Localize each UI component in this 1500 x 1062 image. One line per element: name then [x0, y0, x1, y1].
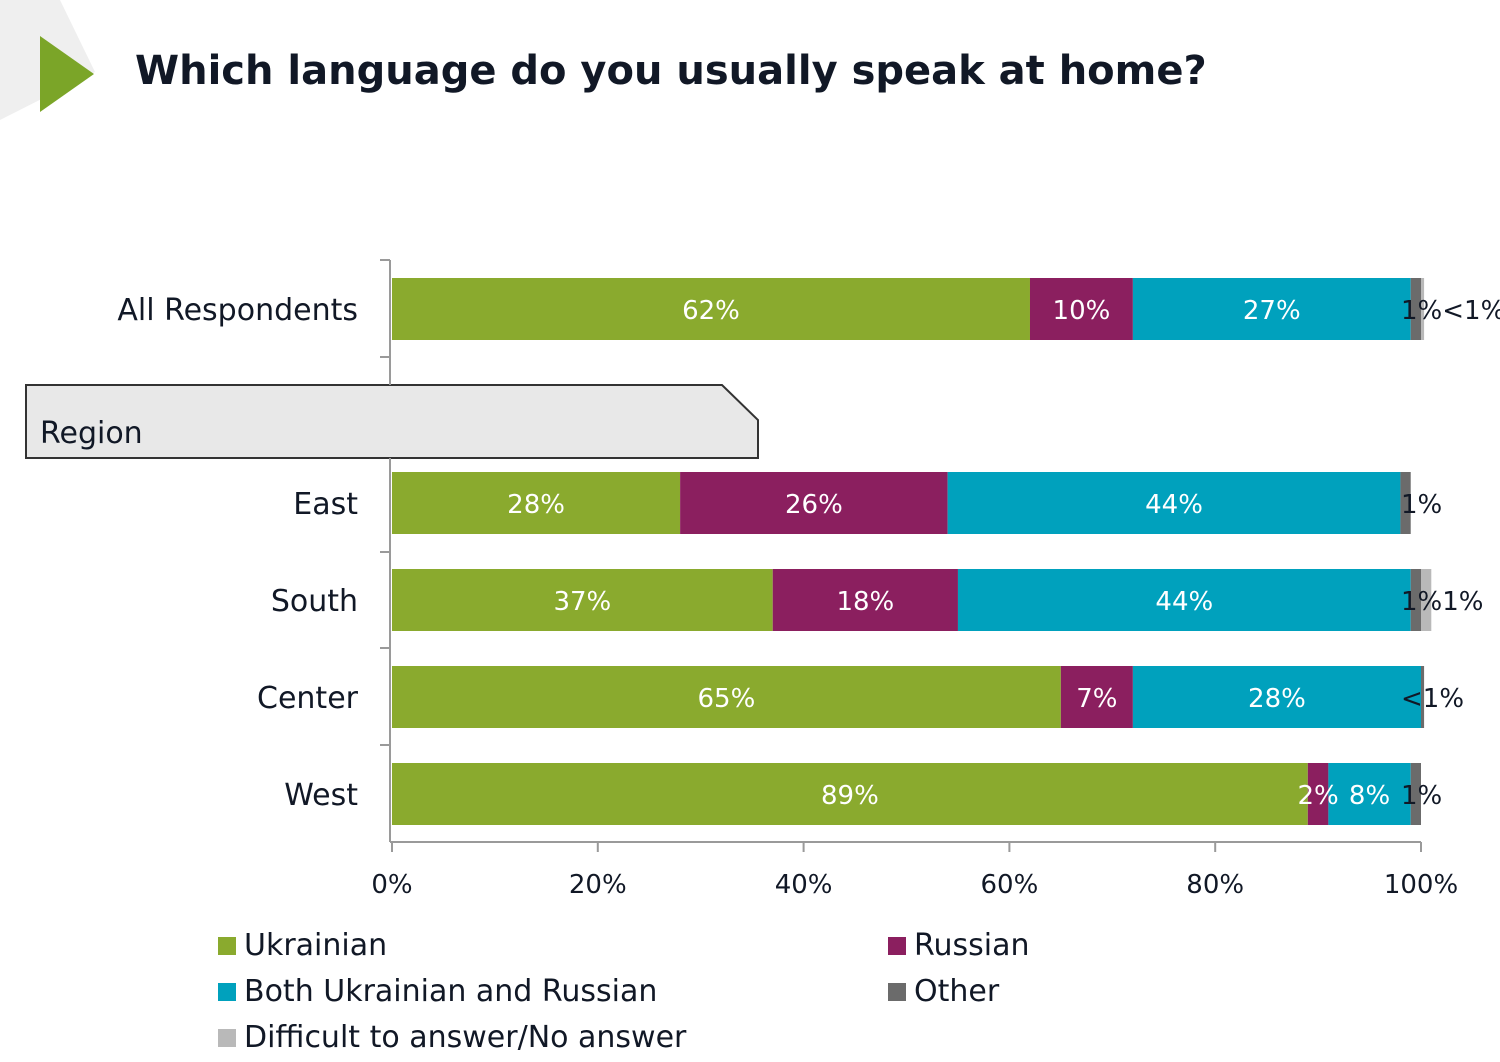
legend-label: Russian — [914, 928, 1030, 963]
bar-segment — [392, 472, 681, 534]
small-value-label: 1% — [1401, 490, 1442, 520]
bars-layer: 62% 10% 27% 1%<1%28% 26% 44% 1%37% 18% 44% 1%1%65… — [392, 278, 1500, 825]
data-label: 28% — [507, 490, 565, 520]
data-label: 37% — [553, 587, 611, 617]
x-tick-label: 40% — [775, 870, 833, 900]
x-tick-label: 60% — [981, 870, 1039, 900]
legend-swatch — [218, 982, 236, 1001]
data-label: 2% — [1297, 781, 1338, 811]
bar-segment — [1410, 763, 1421, 825]
data-label: 18% — [836, 587, 894, 617]
category-label: South — [271, 584, 358, 619]
data-label: 65% — [698, 684, 756, 714]
small-value-label: 1%1% — [1401, 587, 1484, 617]
data-label: 62% — [682, 296, 740, 326]
data-label: 44% — [1145, 490, 1203, 520]
data-label: 10% — [1053, 296, 1111, 326]
bar-segment — [1029, 278, 1133, 340]
legend-label: Ukrainian — [244, 928, 388, 963]
bar-segment — [1421, 278, 1425, 340]
small-value-label: 1% — [1401, 781, 1442, 811]
legend-item: Both Ukrainian and Russian — [218, 974, 657, 1009]
page-title: Which language do you usually speak at h… — [135, 48, 1207, 94]
legend-label: Both Ukrainian and Russian — [244, 974, 658, 1009]
bar-segment — [1410, 569, 1421, 631]
bar-segment — [680, 472, 948, 534]
play-arrow-icon — [0, 0, 95, 120]
data-label: 44% — [1155, 587, 1213, 617]
data-label: 27% — [1243, 296, 1301, 326]
data-label: 28% — [1248, 684, 1306, 714]
x-tick-label: 0% — [371, 870, 412, 900]
bar-segment — [1421, 666, 1425, 728]
bar-segment — [1410, 278, 1421, 340]
bar-segment — [772, 569, 958, 631]
legend-swatch — [218, 1028, 236, 1047]
bar-segment — [947, 472, 1401, 534]
x-tick-label: 80% — [1186, 870, 1244, 900]
category-label: West — [284, 778, 358, 813]
data-label: 89% — [821, 781, 879, 811]
bar-segment — [957, 569, 1411, 631]
small-value-label: 1%<1% — [1401, 296, 1500, 326]
data-label: 8% — [1349, 781, 1390, 811]
bar-segment — [392, 569, 773, 631]
bar-segment — [1132, 278, 1411, 340]
x-tick-label: 100% — [1384, 870, 1458, 900]
bar-segment — [1400, 472, 1411, 534]
legend-item: Other — [888, 974, 999, 1009]
small-value-label: <1% — [1401, 684, 1464, 714]
stacked-bar-chart: Region 0% 20% 40% 60% 80% 100% All Respondents… — [25, 259, 1500, 900]
legend-item: Difficult to answer/No answer — [218, 1020, 686, 1055]
x-tick-label: 20% — [569, 870, 627, 900]
legend-item: Russian — [888, 928, 1030, 963]
bar-row: 62% 10% 27% 1%<1% — [392, 278, 1500, 340]
legend-label: Difficult to answer/No answer — [244, 1020, 687, 1055]
bar-row: 89% 2% 8% 1% — [392, 763, 1442, 825]
axis-layer: 0% 20% 40% 60% 80% 100% All Respondents East Sou… — [117, 259, 1458, 900]
category-label: All Respondents — [117, 293, 358, 328]
bar-segment — [1060, 666, 1133, 728]
legend-item: Ukrainian — [218, 928, 387, 963]
bar-segment — [1421, 569, 1432, 631]
category-label: Center — [257, 681, 359, 716]
legend-swatch — [888, 982, 906, 1001]
region-banner: Region — [25, 384, 759, 459]
legend-swatch — [888, 936, 906, 955]
legend-swatch — [218, 936, 236, 955]
bar-segment — [392, 278, 1030, 340]
bar-segment — [392, 666, 1061, 728]
bar-row: 65% 7% 28% <1% — [392, 666, 1464, 728]
category-label: East — [293, 487, 358, 522]
region-label: Region — [40, 416, 143, 451]
bar-segment — [392, 763, 1308, 825]
bar-row: 28% 26% 44% 1% — [392, 472, 1442, 534]
legend-label: Other — [914, 974, 1000, 1009]
bar-segment — [1132, 666, 1421, 728]
data-label: 7% — [1076, 684, 1117, 714]
bar-row: 37% 18% 44% 1%1% — [392, 569, 1484, 631]
legend: Ukrainian Russian Both Ukrainian and Russi… — [218, 928, 1178, 1058]
bar-segment — [1307, 763, 1329, 825]
data-label: 26% — [785, 490, 843, 520]
bar-segment — [1328, 763, 1411, 825]
